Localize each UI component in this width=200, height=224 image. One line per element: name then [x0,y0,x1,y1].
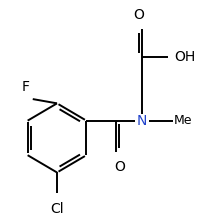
Text: O: O [113,159,124,174]
Text: N: N [136,114,146,128]
Text: Me: Me [173,114,191,127]
Text: Cl: Cl [50,202,64,216]
Text: OH: OH [174,50,195,64]
Text: F: F [22,80,30,94]
Text: O: O [132,8,143,22]
